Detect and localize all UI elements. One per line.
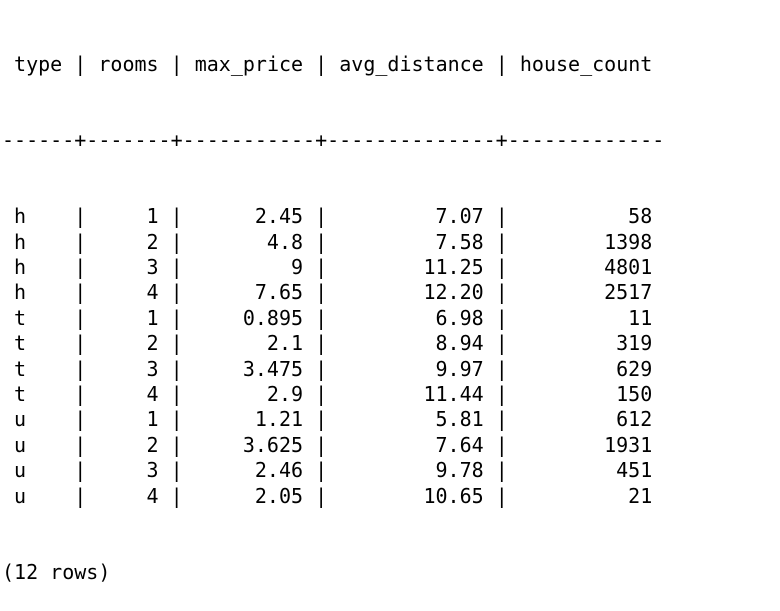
table-row: u | 2 | 3.625 | 7.64 | 1931 bbox=[2, 432, 653, 457]
table-row: h | 3 | 9 | 11.25 | 4801 bbox=[2, 255, 653, 279]
cell-max-price: 2.46 bbox=[182, 458, 316, 483]
cell-rooms: 3 bbox=[86, 356, 171, 381]
cell-max-price: 1.21 bbox=[182, 407, 316, 432]
cell-rooms: 4 bbox=[86, 280, 171, 305]
cell-type: h bbox=[2, 204, 75, 229]
header-separator: ------+-------+-----------+-------------… bbox=[2, 128, 665, 153]
cell-type: t bbox=[2, 356, 75, 381]
cell-max-price: 3.625 bbox=[182, 432, 316, 457]
cell-house-count: 319 bbox=[507, 331, 653, 356]
table-row: h | 2 | 4.8 | 7.58 | 1398 bbox=[2, 229, 653, 254]
cell-max-price: 7.65 bbox=[182, 280, 316, 305]
cell-avg-distance: 11.44 bbox=[327, 381, 496, 406]
cell-type: h bbox=[2, 255, 75, 279]
cell-rooms: 4 bbox=[86, 483, 171, 508]
cell-rooms: 1 bbox=[86, 204, 171, 229]
cell-house-count: 2517 bbox=[507, 280, 653, 305]
cell-max-price: 2.9 bbox=[182, 381, 316, 406]
cell-rooms: 2 bbox=[86, 432, 171, 457]
cell-rooms: 2 bbox=[86, 229, 171, 254]
table-body: h | 1 | 2.45 | 7.07 | 58 h | 2 | 4.8 | 7… bbox=[2, 204, 778, 509]
cell-house-count: 1398 bbox=[507, 229, 653, 254]
header-type: type bbox=[14, 51, 63, 76]
cell-house-count: 1931 bbox=[507, 432, 653, 457]
cell-max-price: 4.8 bbox=[182, 229, 316, 254]
cell-max-price: 9 bbox=[182, 255, 316, 279]
cell-avg-distance: 7.58 bbox=[327, 229, 496, 254]
table-row: u | 3 | 2.46 | 9.78 | 451 bbox=[2, 458, 653, 483]
cell-house-count: 4801 bbox=[507, 255, 653, 279]
header-avg-distance: avg_distance bbox=[339, 51, 484, 76]
cell-avg-distance: 12.20 bbox=[327, 280, 496, 305]
cell-rooms: 1 bbox=[86, 305, 171, 330]
cell-type: h bbox=[2, 280, 75, 305]
cell-avg-distance: 5.81 bbox=[327, 407, 496, 432]
cell-avg-distance: 6.98 bbox=[327, 305, 496, 330]
cell-rooms: 4 bbox=[86, 381, 171, 406]
cell-rooms: 1 bbox=[86, 407, 171, 432]
table-row: u | 1 | 1.21 | 5.81 | 612 bbox=[2, 407, 653, 432]
row-count-footer: (12 rows) bbox=[2, 559, 111, 584]
cell-rooms: 3 bbox=[86, 255, 171, 279]
cell-max-price: 2.45 bbox=[182, 204, 316, 229]
table-row: t | 1 | 0.895 | 6.98 | 11 bbox=[2, 305, 653, 330]
cell-avg-distance: 7.07 bbox=[327, 204, 496, 229]
table-row: t | 2 | 2.1 | 8.94 | 319 bbox=[2, 331, 653, 356]
cell-avg-distance: 7.64 bbox=[327, 432, 496, 457]
cell-house-count: 21 bbox=[507, 483, 653, 508]
cell-house-count: 451 bbox=[507, 458, 653, 483]
header-max-price: max_price bbox=[194, 51, 304, 76]
table-header: type | rooms | max_price | avg_distance … bbox=[2, 52, 778, 77]
cell-type: t bbox=[2, 305, 75, 330]
cell-type: u bbox=[2, 407, 75, 432]
cell-avg-distance: 11.25 bbox=[327, 255, 496, 279]
header-house-count: house_count bbox=[519, 51, 653, 76]
cell-type: u bbox=[2, 483, 75, 508]
cell-max-price: 2.1 bbox=[182, 331, 316, 356]
cell-rooms: 3 bbox=[86, 458, 171, 483]
cell-avg-distance: 9.97 bbox=[327, 356, 496, 381]
cell-house-count: 11 bbox=[507, 305, 653, 330]
cell-avg-distance: 9.78 bbox=[327, 458, 496, 483]
cell-house-count: 629 bbox=[507, 356, 653, 381]
cell-type: u bbox=[2, 432, 75, 457]
header-rooms: rooms bbox=[98, 51, 159, 76]
cell-max-price: 2.05 bbox=[182, 483, 316, 508]
table-row: t | 4 | 2.9 | 11.44 | 150 bbox=[2, 381, 653, 406]
cell-avg-distance: 10.65 bbox=[327, 483, 496, 508]
cell-type: t bbox=[2, 381, 75, 406]
cell-type: h bbox=[2, 229, 75, 254]
cell-avg-distance: 8.94 bbox=[327, 331, 496, 356]
cell-house-count: 150 bbox=[507, 381, 653, 406]
cell-house-count: 612 bbox=[507, 407, 653, 432]
cell-rooms: 2 bbox=[86, 331, 171, 356]
cell-house-count: 58 bbox=[507, 204, 653, 229]
table-row: h | 4 | 7.65 | 12.20 | 2517 bbox=[2, 280, 653, 305]
table-row: t | 3 | 3.475 | 9.97 | 629 bbox=[2, 356, 653, 381]
cell-max-price: 3.475 bbox=[182, 356, 316, 381]
table-row: u | 4 | 2.05 | 10.65 | 21 bbox=[2, 483, 653, 508]
table-row: h | 1 | 2.45 | 7.07 | 58 bbox=[2, 204, 653, 229]
cell-max-price: 0.895 bbox=[182, 305, 316, 330]
cell-type: t bbox=[2, 331, 75, 356]
cell-type: u bbox=[2, 458, 75, 483]
